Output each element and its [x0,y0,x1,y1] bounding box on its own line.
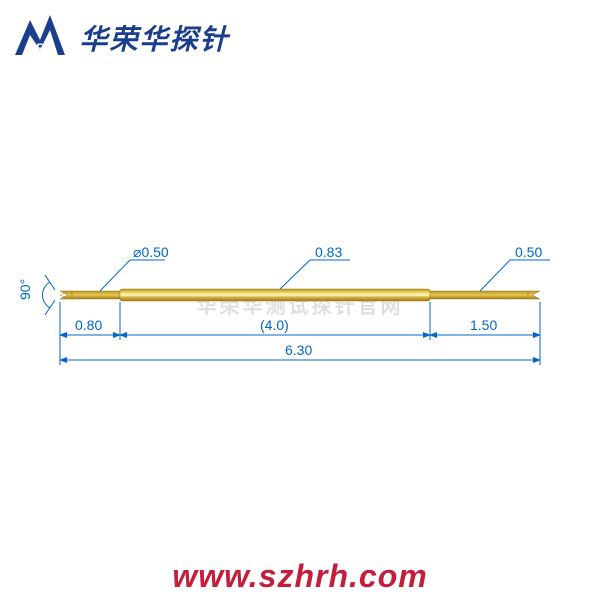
leader-right-dia [480,260,510,291]
label-right-length: 1.50 [470,317,497,333]
label-left-length: 0.80 [75,317,102,333]
company-name: 华荣华探针 [79,18,229,58]
probe-body [120,289,430,301]
label-stroke: (4.0) [260,317,289,333]
leader-left-dia [100,260,130,291]
angle-lines [45,275,55,315]
probe-left-shaft [72,291,120,299]
label-body-dia: 0.83 [315,244,342,260]
label-angle: 90° [17,279,33,300]
probe-left-tip [60,291,72,299]
leader-body-dia [280,260,310,289]
probe-diagram: ⌀0.50 0.83 0.50 90° 0.80 (4.0) 1.50 6.30 [0,150,600,450]
probe-right-shaft [430,291,528,299]
probe-right-tip [528,291,540,299]
label-total-length: 6.30 [285,342,312,358]
label-right-dia: 0.50 [515,244,542,260]
footer-url: www.szhrh.com [0,558,600,595]
svg-text:HRH: HRH [27,41,53,55]
logo-mark: HRH [10,10,70,65]
label-left-dia: ⌀0.50 [133,244,169,260]
logo-container: HRH 华荣华探针 [10,10,229,65]
